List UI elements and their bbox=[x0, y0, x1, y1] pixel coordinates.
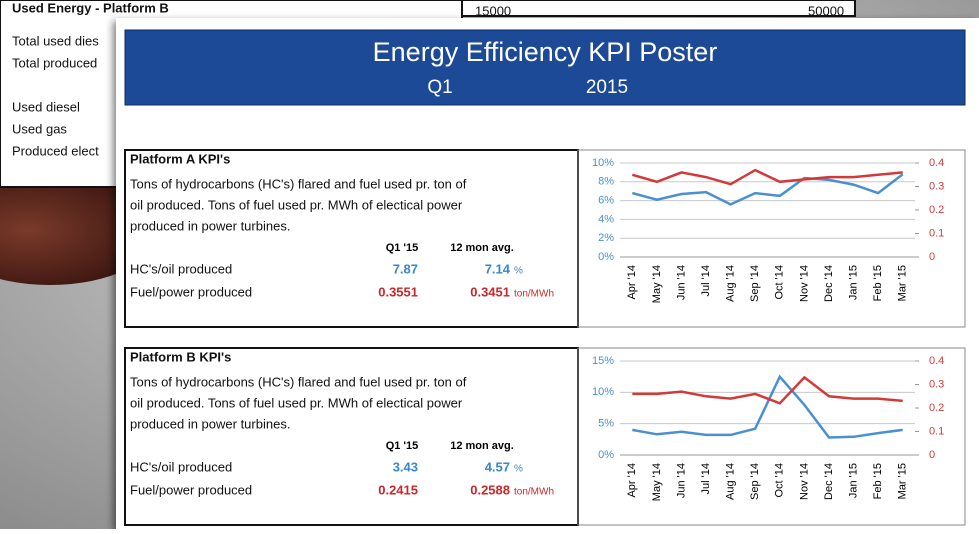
x-tick-label: Dec '14 bbox=[823, 463, 835, 500]
y-tick-label: 8% bbox=[598, 176, 614, 188]
y2-tick-label: 0.1 bbox=[929, 425, 944, 437]
y2-tick-label: 0 bbox=[929, 449, 935, 461]
y2-tick-label: 0.2 bbox=[929, 204, 944, 216]
x-tick-label: Jan '15 bbox=[847, 463, 859, 498]
back-sheet-strip bbox=[462, 0, 855, 16]
y2-tick-label: 0.1 bbox=[929, 227, 944, 239]
q1-value: 0.3551 bbox=[378, 284, 418, 299]
panel-title: Platform A KPI's bbox=[130, 151, 230, 166]
sheet-row: Produced elect bbox=[12, 143, 99, 158]
y-tick-label: 4% bbox=[598, 213, 614, 225]
x-tick-label: Jul '14 bbox=[700, 463, 712, 494]
sheet-row: Total produced bbox=[12, 55, 97, 70]
x-tick-label: Aug '14 bbox=[725, 265, 737, 302]
row-label: HC's/oil produced bbox=[130, 261, 232, 276]
x-tick-label: Feb '15 bbox=[872, 463, 884, 499]
x-tick-label: Mar '15 bbox=[897, 265, 909, 301]
page: Used Energy - Platform B Total used dies T… bbox=[0, 0, 979, 529]
sheet-number: 15000 bbox=[475, 3, 511, 18]
column-header: 12 mon avg. bbox=[450, 242, 514, 254]
y-tick-label: 2% bbox=[598, 232, 614, 244]
y2-tick-label: 0 bbox=[929, 251, 935, 263]
panel-description: oil produced. Tons of fuel used pr. MWh … bbox=[130, 197, 463, 212]
column-header: Q1 '15 bbox=[386, 242, 419, 254]
y-tick-label: 0% bbox=[598, 449, 614, 461]
x-tick-label: Feb '15 bbox=[872, 265, 884, 301]
x-tick-label: Nov '14 bbox=[798, 265, 810, 302]
sheet-title: Used Energy - Platform B bbox=[12, 0, 169, 15]
x-tick-label: Dec '14 bbox=[823, 265, 835, 302]
y-tick-label: 10% bbox=[592, 157, 614, 169]
y2-tick-label: 0.2 bbox=[929, 402, 944, 414]
y2-tick-label: 0.4 bbox=[929, 355, 944, 367]
panel-description: oil produced. Tons of fuel used pr. MWh … bbox=[130, 395, 463, 410]
y-tick-label: 0% bbox=[598, 251, 614, 263]
sheet-row: Used gas bbox=[12, 121, 67, 136]
header-quarter: Q1 bbox=[427, 77, 452, 98]
x-tick-label: Oct '14 bbox=[774, 265, 786, 300]
y2-tick-label: 0.3 bbox=[929, 378, 944, 390]
row-label: Fuel/power produced bbox=[130, 482, 252, 497]
q1-value: 3.43 bbox=[393, 459, 418, 474]
column-header: Q1 '15 bbox=[386, 440, 419, 452]
y-tick-label: 6% bbox=[598, 195, 614, 207]
x-tick-label: Mar '15 bbox=[897, 463, 909, 499]
sheet-row: Total used dies bbox=[12, 33, 99, 48]
x-tick-label: Oct '14 bbox=[774, 463, 786, 498]
panel-description: Tons of hydrocarbons (HC's) flared and f… bbox=[130, 374, 467, 389]
y-tick-label: 5% bbox=[598, 418, 614, 430]
avg-value: 0.3451 bbox=[470, 284, 510, 299]
x-tick-label: Sep '14 bbox=[749, 265, 761, 302]
unit: % bbox=[514, 266, 523, 277]
x-tick-label: Jun '14 bbox=[675, 265, 687, 300]
y2-tick-label: 0.3 bbox=[929, 180, 944, 192]
x-tick-label: May '14 bbox=[651, 463, 663, 501]
panel-description: produced in power turbines. bbox=[130, 218, 290, 233]
x-tick-label: Aug '14 bbox=[725, 463, 737, 500]
unit: % bbox=[514, 464, 523, 475]
avg-value: 4.57 bbox=[485, 459, 510, 474]
x-tick-label: Apr '14 bbox=[626, 463, 638, 498]
row-label: HC's/oil produced bbox=[130, 459, 232, 474]
x-tick-label: Jun '14 bbox=[675, 463, 687, 498]
q1-value: 0.2415 bbox=[378, 482, 418, 497]
panel-description: Tons of hydrocarbons (HC's) flared and f… bbox=[130, 176, 467, 191]
sheet-number: 50000 bbox=[808, 3, 844, 18]
header-year: 2015 bbox=[586, 77, 628, 98]
panel-title: Platform B KPI's bbox=[130, 349, 231, 364]
x-tick-label: Apr '14 bbox=[626, 265, 638, 300]
avg-value: 7.14 bbox=[485, 261, 511, 276]
avg-value: 0.2588 bbox=[470, 482, 510, 497]
row-label: Fuel/power produced bbox=[130, 284, 252, 299]
x-tick-label: Sep '14 bbox=[749, 463, 761, 500]
column-header: 12 mon avg. bbox=[450, 440, 514, 452]
x-tick-label: May '14 bbox=[651, 265, 663, 303]
y2-tick-label: 0.4 bbox=[929, 157, 944, 169]
sheet-row: Used diesel bbox=[12, 99, 80, 114]
x-tick-label: Nov '14 bbox=[798, 463, 810, 500]
header-title: Energy Efficiency KPI Poster bbox=[373, 37, 718, 67]
panel-description: produced in power turbines. bbox=[130, 416, 290, 431]
y-tick-label: 15% bbox=[592, 355, 614, 367]
unit: ton/MWh bbox=[514, 487, 554, 498]
unit: ton/MWh bbox=[514, 289, 554, 300]
x-tick-label: Jan '15 bbox=[847, 265, 859, 300]
q1-value: 7.87 bbox=[393, 261, 418, 276]
x-tick-label: Jul '14 bbox=[700, 265, 712, 296]
y-tick-label: 10% bbox=[592, 386, 614, 398]
